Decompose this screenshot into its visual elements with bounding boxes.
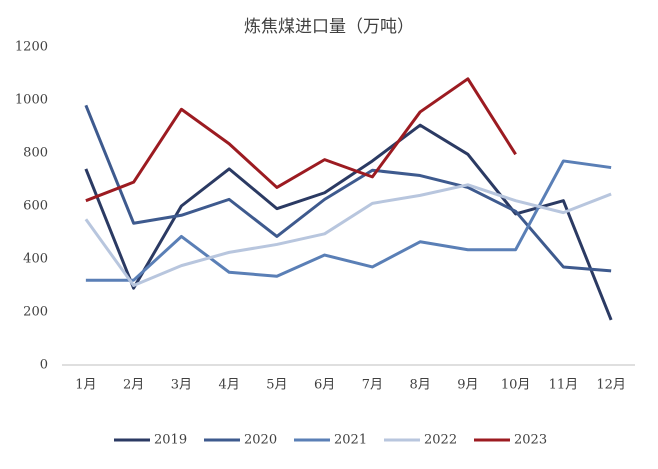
x-tick-label: 4月 — [218, 378, 239, 393]
x-tick-label: 11月 — [549, 378, 579, 393]
y-tick-label: 800 — [23, 146, 48, 161]
y-tick-label: 1200 — [15, 40, 48, 55]
x-tick-label: 3月 — [171, 378, 192, 393]
x-tick-label: 10月 — [501, 378, 531, 393]
legend-label: 2021 — [334, 433, 367, 448]
x-tick-label: 6月 — [314, 378, 335, 393]
chart-title: 炼焦煤进口量（万吨） — [244, 17, 414, 37]
series-line — [85, 77, 517, 203]
legend-label: 2023 — [514, 433, 547, 448]
y-tick-label: 600 — [23, 199, 48, 214]
x-tick-label: 9月 — [457, 378, 478, 393]
legend-label: 2019 — [154, 433, 187, 448]
series-line — [85, 159, 612, 282]
x-tick-label: 12月 — [596, 378, 626, 393]
y-tick-label: 400 — [23, 252, 48, 267]
x-tick-label: 7月 — [362, 378, 383, 393]
x-tick-label: 8月 — [409, 378, 430, 393]
x-tick-label: 5月 — [266, 378, 287, 393]
legend-label: 2020 — [244, 433, 277, 448]
x-tick-label: 1月 — [75, 378, 96, 393]
series-line — [84, 183, 612, 287]
x-tick-label: 2月 — [123, 378, 144, 393]
y-tick-label: 1000 — [15, 93, 48, 108]
y-tick-label: 0 — [40, 358, 48, 373]
y-tick-label: 200 — [23, 305, 48, 320]
series-line — [84, 123, 613, 321]
legend-label: 2022 — [424, 433, 457, 448]
series-line — [84, 104, 612, 273]
